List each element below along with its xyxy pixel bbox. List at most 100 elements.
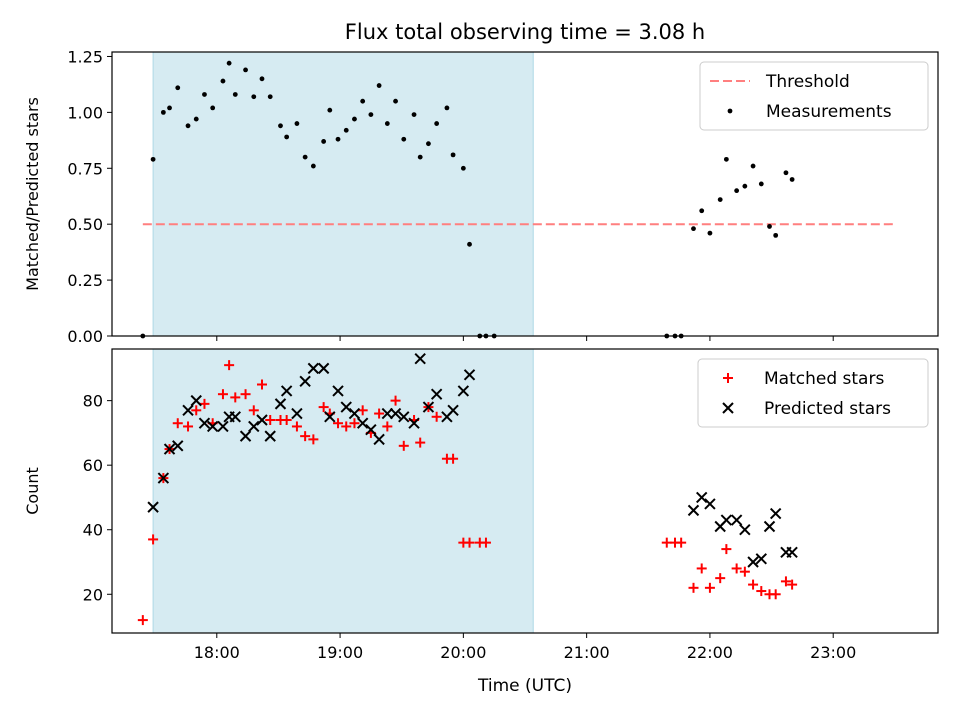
matched-star-point: [780, 576, 791, 587]
predicted-star-mark-b: [163, 443, 176, 455]
predicted-star-mark-b: [373, 433, 385, 446]
measurement-point: [368, 112, 374, 118]
matched-star-point: [731, 563, 742, 574]
predicted-star-point: [389, 407, 402, 420]
predicted-star-point: [248, 420, 260, 433]
measurement-point: [185, 123, 191, 129]
predicted-star-mark-b: [365, 423, 377, 436]
measurement-point: [294, 121, 300, 126]
measurement-point: [343, 127, 349, 133]
matched-star-point: [382, 421, 393, 432]
measurement-point: [302, 154, 308, 160]
predicted-star-mark-b: [414, 352, 426, 365]
measurement-point: [717, 197, 723, 202]
predicted-star-point: [747, 556, 759, 568]
predicted-star-mark-b: [408, 417, 420, 429]
measurement-point: [691, 226, 696, 232]
measurement-point: [251, 94, 257, 100]
predicted-star-mark-b: [198, 417, 211, 429]
y-tick-label: 0.75: [67, 159, 103, 178]
predicted-star-point: [206, 420, 219, 433]
predicted-star-mark-b: [264, 430, 276, 442]
legend-label: Threshold: [765, 72, 850, 92]
matched-star-point: [148, 534, 159, 545]
predicted-star-mark-b: [447, 404, 459, 417]
panel-counts: 20 40 60 80 18:00 19:00 20:00 21:00 22:00 23:00 Co…: [23, 348, 939, 662]
predicted-star-point: [457, 385, 470, 397]
y-tick-label: 0.25: [67, 271, 103, 290]
predicted-star-point: [373, 433, 385, 446]
predicted-star-mark-b: [463, 369, 476, 381]
measurement-point: [193, 116, 199, 122]
predicted-star-point: [704, 498, 716, 510]
measurement-point: [401, 136, 407, 142]
predicted-star-point: [307, 362, 320, 375]
measurement-point: [444, 105, 450, 111]
panel-ratio: 0.00 0.25 0.50 0.75 1.00 1.25 Matched/Predicte…: [23, 47, 939, 346]
y-tick-label: 80: [83, 392, 103, 411]
predicted-star-point: [430, 388, 443, 400]
predicted-star-point: [324, 411, 336, 423]
legend: Matched stars Predicted stars: [697, 358, 929, 428]
measurement-point: [226, 60, 232, 66]
predicted-star-mark-b: [248, 420, 260, 433]
matched-star-point: [415, 437, 426, 448]
measurement-point: [393, 98, 398, 104]
predicted-star-point: [408, 417, 420, 429]
matched-star-point: [756, 586, 767, 597]
measurement-point: [758, 181, 764, 187]
predicted-star-mark-b: [324, 411, 336, 423]
matched-star-point: [739, 566, 750, 577]
measurement-point: [327, 107, 333, 113]
measurement-point: [734, 188, 740, 194]
predicted-star-mark-b: [280, 385, 293, 397]
predicted-star-point: [720, 514, 733, 526]
predicted-star-point: [280, 385, 293, 397]
chart-title: Flux total observing time = 3.08 h: [345, 20, 705, 44]
predicted-star-mark-b: [381, 407, 394, 420]
matched-star-point: [300, 431, 311, 442]
predicted-star-point: [340, 401, 352, 413]
measurement-point: [167, 105, 172, 111]
predicted-star-mark-b: [317, 362, 330, 375]
y-axis-label: Count: [23, 467, 42, 515]
predicted-star-mark-b: [348, 407, 361, 420]
measurement-point: [434, 121, 440, 126]
observing-window-shade: [152, 51, 534, 337]
predicted-star-mark-b: [769, 507, 782, 520]
predicted-star-mark-b: [695, 491, 708, 504]
predicted-star-mark-b: [457, 385, 470, 397]
measurement-point: [417, 154, 423, 160]
predicted-star-mark-b: [747, 556, 759, 568]
predicted-star-point: [163, 443, 176, 455]
predicted-star-mark-b: [730, 514, 743, 526]
axes-frame: [111, 348, 939, 634]
x-tick-label: 23:00: [810, 643, 856, 662]
predicted-star-point: [769, 507, 782, 520]
predicted-star-mark-b: [299, 375, 311, 387]
y-axis-label: Matched/Predicted stars: [23, 97, 42, 291]
measurement-point: [321, 139, 327, 144]
measurement-point: [460, 165, 466, 171]
measurement-point: [243, 67, 248, 73]
legend-box: [699, 61, 929, 131]
matched-star-point: [265, 415, 276, 425]
predicted-star-mark-b: [172, 440, 184, 452]
matched-star-point: [240, 389, 251, 400]
matched-star-point: [224, 360, 235, 371]
measurement-point: [411, 112, 417, 118]
predicted-star-mark-b: [239, 430, 252, 442]
matched-star-point: [199, 398, 210, 409]
predicted-star-mark-b: [274, 398, 287, 410]
predicted-star-point: [348, 407, 361, 420]
predicted-star-mark-b: [422, 401, 435, 413]
predicted-star-point: [182, 404, 194, 417]
predicted-star-mark-b: [256, 414, 268, 426]
matched-star-point: [374, 408, 385, 419]
matched-star-point: [787, 579, 798, 590]
predicted-star-mark-b: [307, 362, 320, 375]
matched-star-point: [715, 573, 726, 584]
matched-star-point: [308, 434, 319, 445]
predicted-star-point: [695, 491, 708, 504]
